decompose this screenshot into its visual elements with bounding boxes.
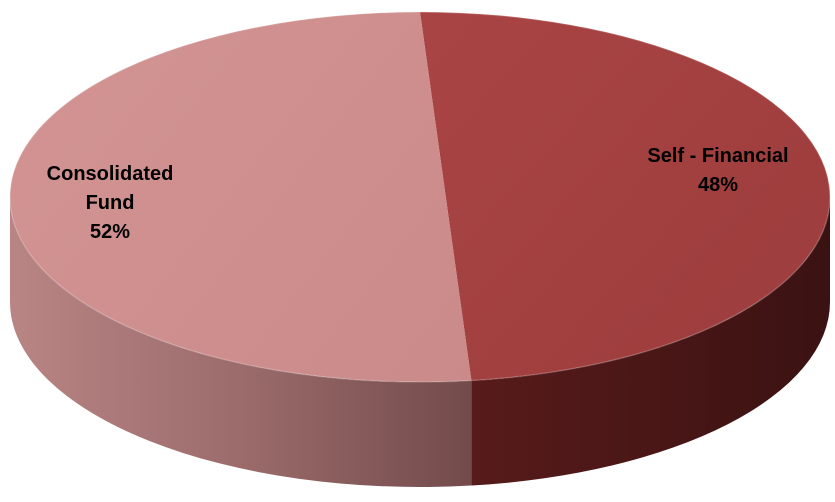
pie-slice-self-financial xyxy=(420,12,831,381)
pie-label-percent-self-financial: 48% xyxy=(698,174,738,196)
pie-label-self-financial: Self - Financial xyxy=(647,145,788,167)
pie-top-faces xyxy=(9,11,831,383)
pie-labels: Self - Financial 48% Consolidated Fund 52% xyxy=(47,145,789,243)
pie-slice-side-consolidated-fund xyxy=(10,197,472,487)
pie-label-percent-consolidated-fund: 52% xyxy=(90,221,130,243)
pie-slice-side-self-financial xyxy=(471,197,830,486)
pie-label-consolidated-fund: Consolidated xyxy=(47,163,174,185)
pie-label-consolidated-fund: Fund xyxy=(86,192,135,214)
pie-slice-consolidated-fund xyxy=(10,12,472,382)
pie-side-walls xyxy=(10,197,830,487)
pie-top-rim xyxy=(9,11,831,383)
